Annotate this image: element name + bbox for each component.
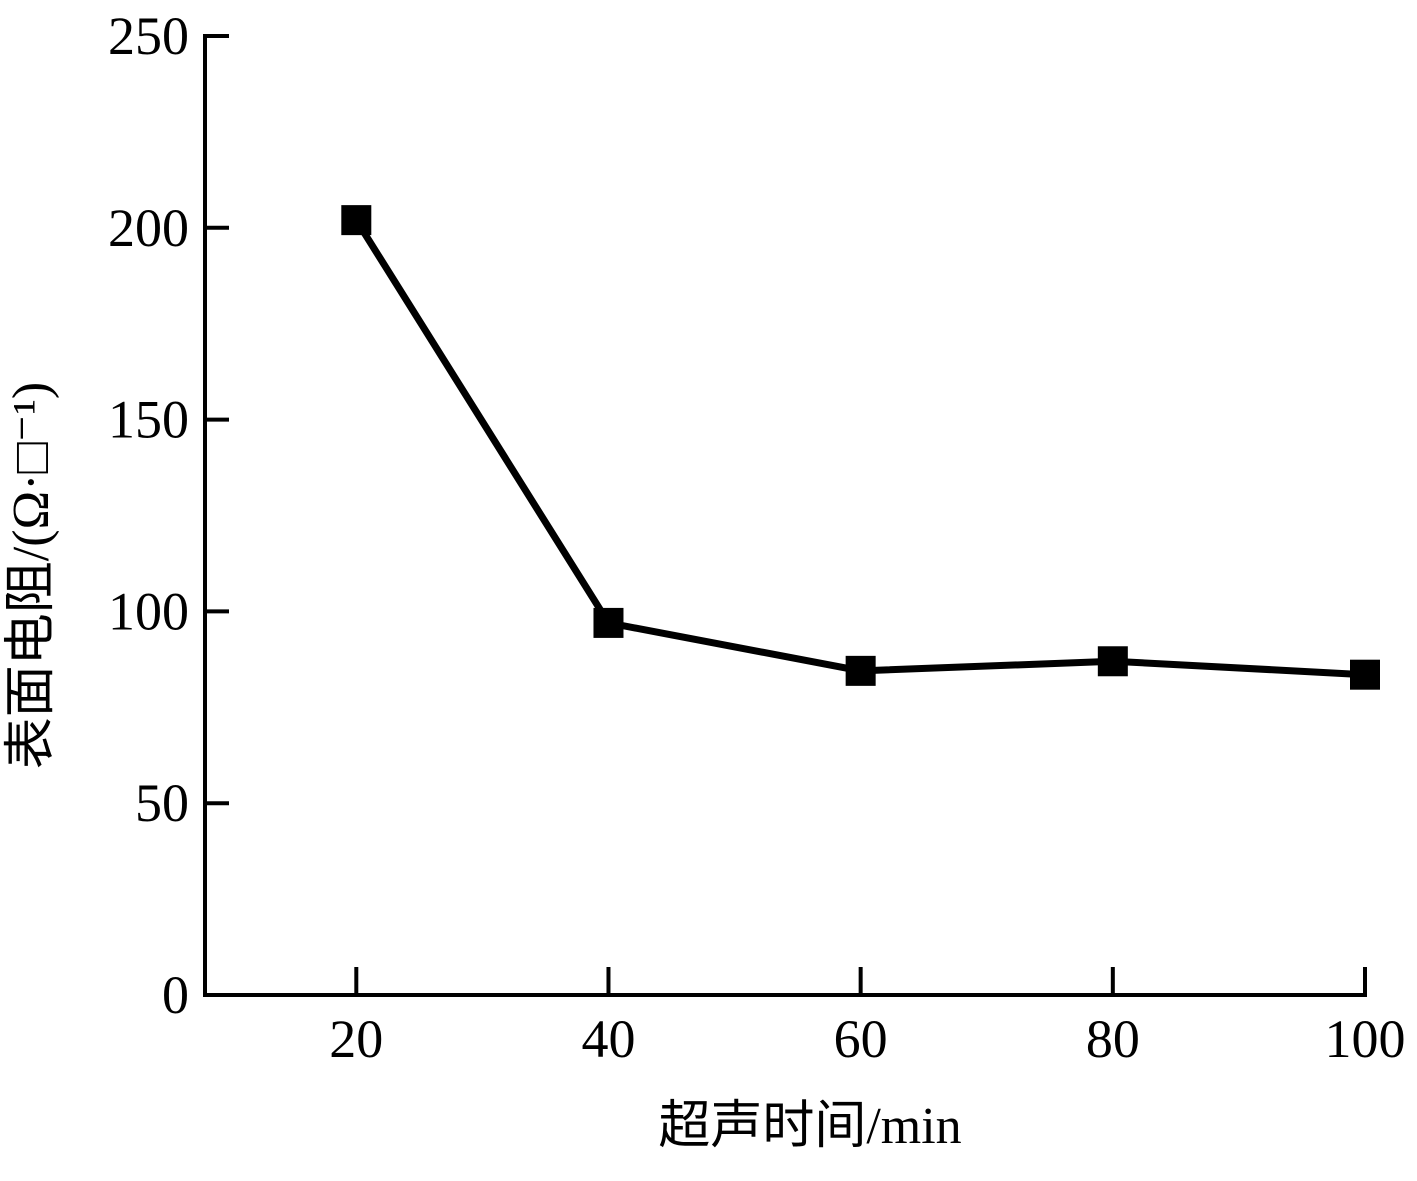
y-tick-label: 100 (108, 581, 189, 641)
series (341, 205, 1380, 690)
x-axis-label: 超声时间/min (658, 1098, 961, 1155)
y-tick-label: 0 (162, 965, 189, 1025)
data-point-marker (1097, 646, 1128, 677)
x-ticks: 20 40 60 80 100 (329, 967, 1406, 1069)
y-axis-label: 表面电阻/(Ω·□⁻¹) (3, 382, 60, 770)
data-point-marker (845, 655, 876, 686)
y-ticks: 0 50 100 150 200 250 (108, 6, 229, 1025)
axes (203, 34, 1367, 997)
data-point-marker (1350, 659, 1380, 690)
x-tick-label: 100 (1325, 1009, 1406, 1069)
x-tick-label: 60 (834, 1009, 888, 1069)
x-tick-label: 80 (1086, 1009, 1140, 1069)
y-tick-label: 50 (135, 773, 189, 833)
x-tick-label: 40 (581, 1009, 635, 1069)
data-point-marker (341, 205, 372, 236)
y-tick-label: 250 (108, 6, 189, 66)
series-line (353, 218, 1366, 679)
y-tick-label: 150 (108, 390, 189, 450)
data-point-marker (593, 607, 624, 638)
x-tick-label: 20 (329, 1009, 383, 1069)
y-tick-label: 200 (108, 198, 189, 258)
